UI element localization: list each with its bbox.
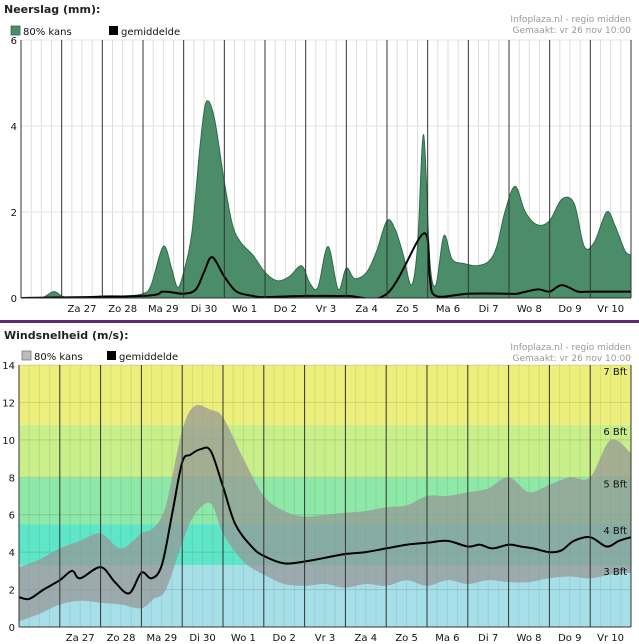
x-tick-label: Do 9 [558, 304, 581, 315]
wind-legend-range-label: 80% kans [34, 352, 83, 363]
beaufort-band-6 [19, 424, 631, 478]
wind-source-label: Infoplaza.nl - regio midden [510, 343, 631, 353]
wind-title: Windsnelheid (m/s): [4, 329, 128, 342]
x-tick-label: Wo 8 [517, 633, 542, 644]
y-tick-label: 4 [9, 548, 15, 559]
y-tick-label: 4 [11, 122, 17, 133]
beaufort-label-4: 4 Bft [603, 526, 627, 537]
x-tick-label: Wo 8 [517, 304, 542, 315]
y-tick-label: 8 [9, 473, 15, 484]
precip-legend-range-label: 80% kans [23, 27, 72, 38]
x-tick-label: Zo 5 [395, 633, 418, 644]
precip-legend-mean-swatch [109, 26, 118, 35]
x-tick-label: Di 7 [478, 633, 498, 644]
y-tick-label: 2 [9, 586, 15, 597]
x-tick-label: Do 2 [273, 633, 296, 644]
y-tick-label: 6 [11, 36, 17, 47]
x-tick-label: Ma 6 [435, 633, 459, 644]
precip-title: Neerslag (mm): [4, 3, 100, 16]
x-tick-label: Zo 28 [107, 633, 136, 644]
wind-legend: 80% kans gemiddelde [21, 350, 178, 363]
made-label: Gemaakt: vr 26 nov 10:00 [513, 26, 632, 36]
source-label: Infoplaza.nl - regio midden [510, 15, 631, 25]
precip-chart: 0 2 4 6 Za 27 Zo 28 Ma 29 Di 30 Wo 1 Do 2 Vr 3 Za 4… [11, 36, 632, 315]
x-tick-label: Vr 3 [316, 304, 337, 315]
wind-chart-series-layer [19, 405, 631, 622]
y-tick-label: 2 [11, 208, 17, 219]
precip-mean-line [21, 232, 631, 298]
beaufort-label-3: 3 Bft [603, 567, 627, 578]
beaufort-label-6: 6 Bft [603, 427, 627, 438]
beaufort-band-7 [19, 365, 631, 425]
x-tick-label: Zo 5 [396, 304, 419, 315]
x-tick-label: Wo 1 [231, 633, 256, 644]
precip-legend-mean-label: gemiddelde [121, 27, 180, 38]
x-tick-label: Di 30 [189, 633, 215, 644]
x-tick-label: Wo 1 [232, 304, 257, 315]
wind-legend-mean-label: gemiddelde [119, 352, 178, 363]
beaufort-label-5: 5 Bft [603, 479, 627, 490]
x-tick-label: Do 9 [558, 633, 581, 644]
wind-range-area [19, 405, 631, 622]
y-tick-label: 14 [2, 361, 15, 372]
x-tick-label: Vr 10 [597, 304, 624, 315]
x-tick-label: Vr 3 [315, 633, 336, 644]
beaufort-label-7: 7 Bft [603, 367, 627, 378]
x-tick-label: Za 4 [355, 633, 378, 644]
x-tick-label: Do 2 [274, 304, 297, 315]
x-tick-label: Ma 29 [146, 633, 177, 644]
y-tick-label: 0 [9, 623, 15, 634]
x-tick-label: Ma 6 [436, 304, 460, 315]
x-tick-label: Za 27 [68, 304, 97, 315]
y-tick-label: 6 [9, 511, 15, 522]
precip-legend: 80% kans gemiddelde [10, 25, 180, 38]
wind-chart: 0 2 4 6 8 10 12 14 Za 27 Zo 28 Ma 29 Di 30 Wo 1 Do 2 V… [2, 361, 632, 644]
x-tick-label: Za 4 [355, 304, 378, 315]
wind-legend-range-swatch [21, 350, 32, 361]
x-tick-label: Di 7 [479, 304, 499, 315]
x-tick-label: Zo 28 [108, 304, 137, 315]
y-tick-label: 10 [2, 436, 15, 447]
precip-legend-range-swatch [10, 25, 21, 36]
x-tick-label: Ma 29 [148, 304, 179, 315]
wind-mean-line [19, 446, 631, 601]
x-tick-label: Di 30 [191, 304, 217, 315]
y-tick-label: 12 [2, 398, 15, 409]
panel-divider [0, 320, 639, 323]
x-tick-label: Za 27 [66, 633, 95, 644]
wind-legend-mean-swatch [107, 351, 116, 360]
wind-made-label: Gemaakt: vr 26 nov 10:00 [513, 354, 632, 364]
y-tick-label: 0 [11, 294, 17, 305]
x-tick-label: Vr 10 [597, 633, 624, 644]
